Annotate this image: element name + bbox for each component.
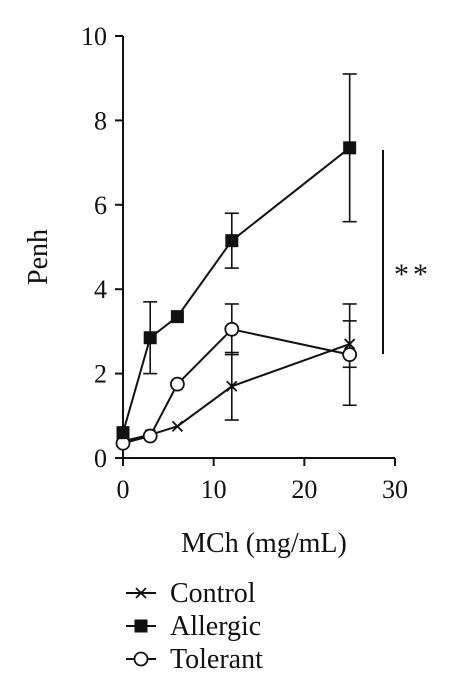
legend-item-tolerant: Tolerant [126, 644, 263, 675]
significance-marker: ** [382, 150, 432, 354]
data-point [116, 426, 130, 440]
data-point [142, 428, 158, 444]
y-tick-label: 6 [94, 191, 107, 220]
legend-label: Control [170, 578, 256, 609]
data-point [170, 310, 184, 324]
data-point [171, 420, 184, 432]
axes [122, 36, 395, 459]
legend-item-control: Control [126, 578, 256, 609]
data-point [169, 376, 185, 392]
data-point [224, 321, 240, 337]
data-point [343, 141, 357, 155]
legend-marker [134, 619, 148, 633]
data-point [225, 234, 239, 248]
series-line [122, 343, 351, 443]
x-tick-label: 10 [201, 475, 227, 504]
y-tick-label: 10 [81, 22, 107, 51]
x-tick-label: 30 [382, 475, 408, 504]
data-point [143, 331, 157, 345]
y-tick-label: 8 [94, 106, 107, 135]
legend-label: Tolerant [170, 644, 263, 675]
y-tick-label: 0 [94, 444, 107, 473]
x-tick-label: 0 [117, 475, 130, 504]
series-tolerant [115, 303, 358, 451]
y-ticks: 0 2 4 6 8 10 [81, 22, 123, 473]
data-point [226, 380, 238, 392]
x-axis-label: MCh (mg/mL) [181, 528, 347, 559]
legend-label: Allergic [170, 611, 261, 642]
data-point [342, 347, 358, 363]
legend-marker [135, 587, 147, 599]
y-tick-label: 2 [94, 360, 107, 389]
series-allergic [116, 73, 357, 440]
series-line [122, 328, 350, 445]
y-tick-label: 4 [94, 275, 107, 304]
x-tick-label: 20 [291, 475, 317, 504]
legend-marker [133, 651, 149, 667]
legend-item-allergic: Allergic [126, 611, 261, 642]
series-layer [115, 73, 358, 451]
significance-label: ** [394, 258, 432, 291]
y-axis-label: Penh [23, 229, 54, 285]
x-ticks: 0 10 20 30 [117, 458, 408, 504]
